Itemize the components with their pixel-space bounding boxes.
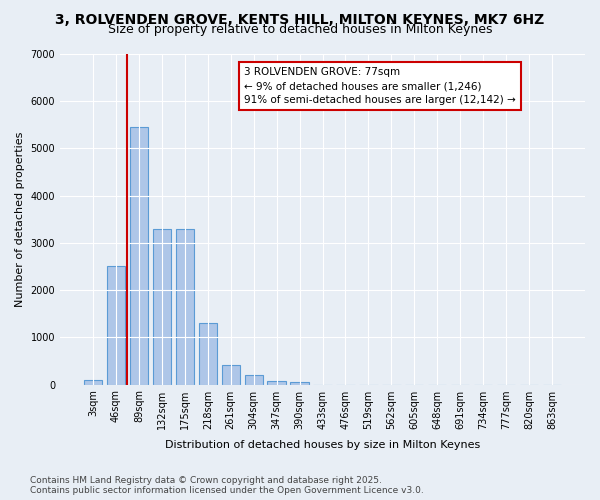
Bar [176, 228, 194, 384]
Bar [290, 382, 309, 384]
Bar [245, 375, 263, 384]
Y-axis label: Number of detached properties: Number of detached properties [15, 132, 25, 307]
Text: Contains HM Land Registry data © Crown copyright and database right 2025.
Contai: Contains HM Land Registry data © Crown c… [30, 476, 424, 495]
Text: Size of property relative to detached houses in Milton Keynes: Size of property relative to detached ho… [108, 22, 492, 36]
Bar [199, 323, 217, 384]
Bar [268, 381, 286, 384]
Bar [84, 380, 102, 384]
Bar [130, 127, 148, 384]
Bar [221, 364, 240, 384]
Bar [107, 266, 125, 384]
Bar [153, 228, 171, 384]
Text: 3 ROLVENDEN GROVE: 77sqm
← 9% of detached houses are smaller (1,246)
91% of semi: 3 ROLVENDEN GROVE: 77sqm ← 9% of detache… [244, 67, 515, 105]
Text: 3, ROLVENDEN GROVE, KENTS HILL, MILTON KEYNES, MK7 6HZ: 3, ROLVENDEN GROVE, KENTS HILL, MILTON K… [55, 12, 545, 26]
X-axis label: Distribution of detached houses by size in Milton Keynes: Distribution of detached houses by size … [165, 440, 480, 450]
